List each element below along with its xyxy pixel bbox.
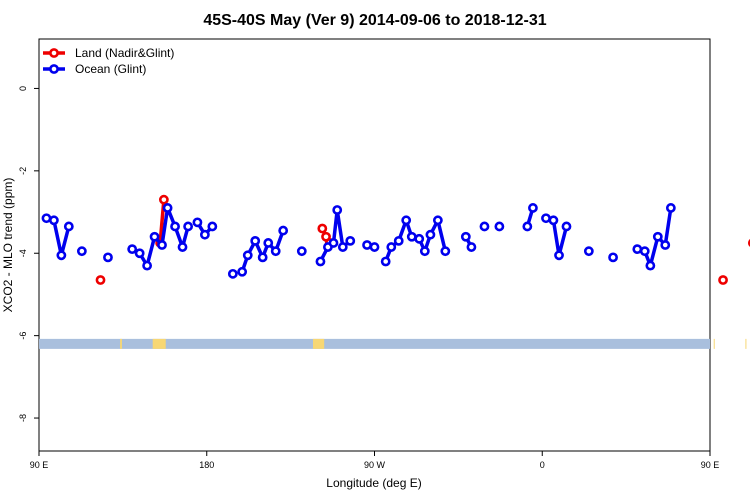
data-point xyxy=(386,242,397,252)
data-point xyxy=(554,250,564,261)
x-tick-label: 90 W xyxy=(364,460,386,470)
data-point xyxy=(41,213,52,224)
land-segment xyxy=(713,338,715,349)
axes: 0 -2 -4 -6 -8 90 E 180 90 W 0 90 E xyxy=(18,86,719,470)
data-point xyxy=(56,250,67,261)
data-point xyxy=(95,275,106,285)
data-point xyxy=(665,203,676,213)
data-point xyxy=(548,215,559,226)
legend-marker xyxy=(49,48,59,58)
data-point xyxy=(660,240,671,250)
land-segment xyxy=(312,338,325,349)
data-point xyxy=(158,194,169,205)
data-point xyxy=(541,213,551,224)
data-point xyxy=(608,252,618,263)
data-point xyxy=(49,215,59,226)
data-point xyxy=(528,203,538,213)
data-point xyxy=(192,217,203,228)
data-point xyxy=(296,246,307,257)
data-point xyxy=(162,203,173,213)
data-point xyxy=(369,242,380,252)
data-point xyxy=(561,221,572,232)
y-tick-label: -2 xyxy=(18,167,28,175)
data-point xyxy=(227,268,238,279)
data-point xyxy=(393,235,404,246)
series-1 xyxy=(41,203,676,279)
data-point xyxy=(157,240,167,250)
data-point xyxy=(317,223,328,234)
data-point xyxy=(315,256,326,267)
ocean-strip xyxy=(39,338,710,349)
x-tick-label: 90 E xyxy=(30,460,49,470)
data-point xyxy=(207,221,218,232)
data-point xyxy=(257,252,268,263)
x-tick-label: 90 E xyxy=(701,460,720,470)
data-point xyxy=(522,221,533,232)
data-point xyxy=(270,246,281,257)
data-point xyxy=(103,252,113,263)
data-point xyxy=(127,244,138,255)
legend-marker xyxy=(49,64,59,74)
data-series xyxy=(41,194,750,285)
data-point xyxy=(380,256,391,267)
data-point xyxy=(237,266,248,277)
data-point xyxy=(425,229,436,240)
data-point xyxy=(278,225,289,236)
y-axis-label: XCO2 - MLO trend (ppm) xyxy=(1,178,15,313)
x-tick-label: 180 xyxy=(199,460,214,470)
data-point xyxy=(652,231,663,242)
x-axis-label: Longitude (deg E) xyxy=(326,476,421,490)
data-point xyxy=(440,246,451,257)
land-segment xyxy=(152,338,166,349)
data-point xyxy=(177,242,188,252)
data-point xyxy=(583,246,594,257)
data-point xyxy=(76,246,87,257)
data-point xyxy=(414,233,425,244)
data-point xyxy=(337,242,348,252)
data-point xyxy=(419,246,430,257)
data-point xyxy=(345,235,356,246)
land-segment xyxy=(120,338,122,349)
data-point xyxy=(494,221,505,232)
data-point xyxy=(401,215,412,226)
legend-label: Ocean (Glint) xyxy=(75,62,146,76)
data-point xyxy=(639,246,650,257)
data-point xyxy=(242,250,253,261)
data-point xyxy=(479,221,490,232)
land-segment xyxy=(745,338,747,349)
y-tick-label: -6 xyxy=(18,332,28,340)
legend-label: Land (Nadir&Glint) xyxy=(75,46,174,60)
data-point xyxy=(645,260,656,271)
y-tick-label: -8 xyxy=(18,414,28,422)
data-point xyxy=(134,248,145,259)
x-tick-label: 0 xyxy=(540,460,545,470)
data-point xyxy=(263,238,274,248)
data-point xyxy=(466,242,477,252)
data-point xyxy=(328,238,339,248)
data-point xyxy=(149,231,160,242)
data-point xyxy=(170,221,180,232)
data-point xyxy=(199,229,210,240)
data-point xyxy=(362,240,372,250)
legend: Land (Nadir&Glint) Ocean (Glint) xyxy=(43,46,174,76)
data-point xyxy=(718,275,728,285)
data-point xyxy=(460,231,471,242)
data-point xyxy=(250,235,261,246)
data-point xyxy=(432,215,443,226)
data-point xyxy=(63,221,74,232)
chart-title: 45S-40S May (Ver 9) 2014-09-06 to 2018-1… xyxy=(203,12,546,29)
data-point xyxy=(183,221,194,232)
y-tick-label: 0 xyxy=(18,86,28,91)
data-point xyxy=(142,260,153,271)
data-point xyxy=(632,244,643,255)
land-ocean-strip xyxy=(39,338,747,349)
data-point xyxy=(406,231,417,242)
data-point xyxy=(332,205,343,215)
y-tick-label: -4 xyxy=(18,249,28,257)
